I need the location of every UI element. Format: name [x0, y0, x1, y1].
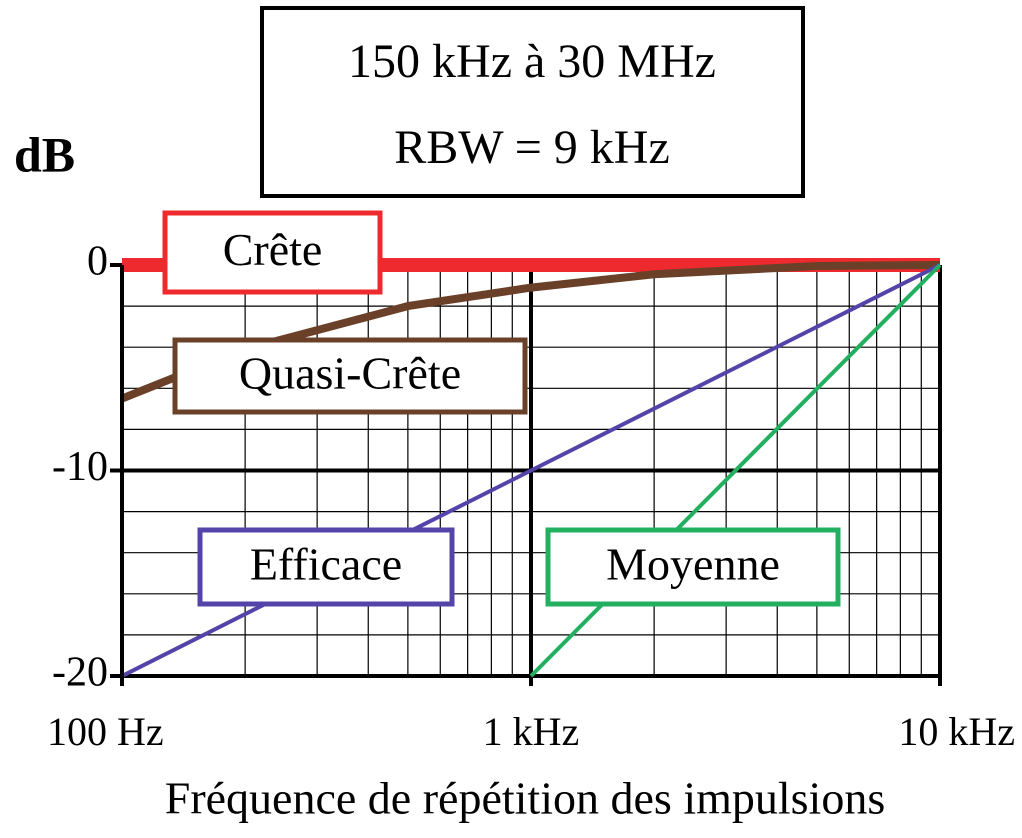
legend-box — [197, 527, 455, 607]
legend-box — [162, 210, 383, 295]
y-tick-label: -10 — [52, 444, 108, 490]
legend-label: Quasi-Crête — [239, 348, 461, 399]
y-tick-label: -20 — [52, 650, 108, 696]
legend-box — [172, 337, 528, 415]
series-line — [529, 263, 942, 678]
chart-subtitle: RBW = 9 kHz — [394, 121, 670, 174]
legend-label: Efficace — [250, 539, 402, 590]
legend-label: Crête — [223, 224, 323, 275]
x-tick-label: 1 kHz — [483, 709, 580, 754]
x-axis-label: Fréquence de répétition des impulsions — [165, 773, 886, 824]
legend-box — [545, 527, 841, 607]
title-box — [260, 6, 805, 198]
legend-label: Moyenne — [606, 539, 780, 590]
y-tick-label: 0 — [87, 239, 108, 285]
x-tick-label: 100 Hz — [47, 709, 164, 754]
x-tick-label: 10 kHz — [898, 709, 1015, 754]
y-axis-label: dB — [14, 126, 75, 182]
chart-title: 150 kHz à 30 MHz — [348, 35, 716, 88]
series-line — [121, 263, 941, 678]
